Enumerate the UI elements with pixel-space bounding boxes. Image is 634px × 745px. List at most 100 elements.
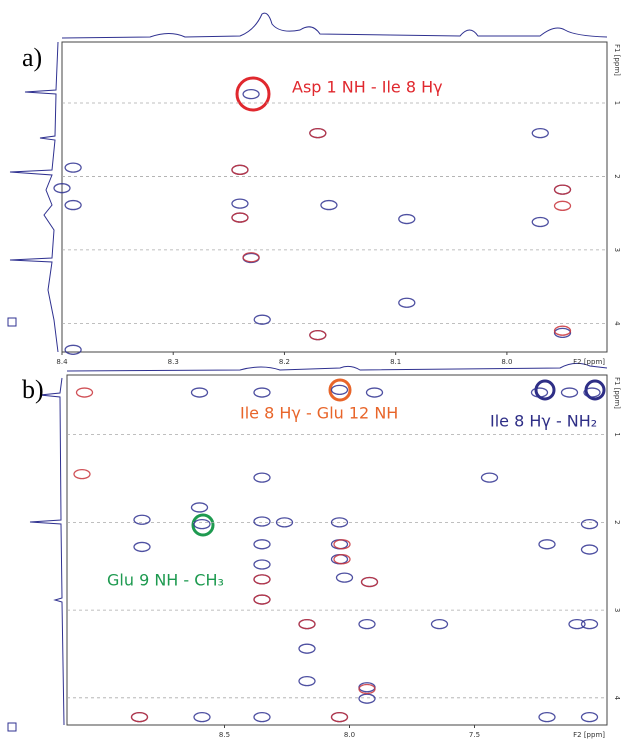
icon: [7, 317, 17, 327]
peak: [64, 162, 82, 173]
y-axis-label: F1 [ppm]: [613, 44, 621, 76]
peak: [583, 387, 601, 398]
y-tick-label: 2: [613, 520, 621, 524]
y-tick-label: 3: [613, 248, 621, 252]
peak: [553, 200, 572, 211]
peak: [64, 199, 82, 211]
peak: [330, 384, 349, 396]
peak: [580, 711, 599, 723]
peak: [580, 544, 599, 555]
peak: [73, 468, 91, 480]
highlight-circle: [534, 379, 556, 401]
y-tick-label: 4: [613, 696, 621, 701]
peak: [53, 183, 71, 194]
peak: [190, 502, 209, 513]
peak: [133, 541, 151, 553]
peak: [358, 693, 376, 704]
peak: [580, 518, 599, 530]
peak: [231, 164, 249, 175]
peak: [242, 252, 260, 263]
peak: [365, 387, 384, 398]
peak: [253, 559, 271, 570]
y-tick-label: 4: [613, 321, 621, 326]
peak: [398, 213, 416, 225]
peak: [275, 517, 294, 528]
x-tick-label: 8.2: [279, 358, 290, 366]
peak: [358, 683, 376, 695]
peak: [560, 387, 579, 398]
peak: [531, 127, 549, 139]
peak: [253, 472, 271, 483]
annotation: Asp 1 NH - Ile 8 Hγ: [292, 78, 443, 97]
plot-frame: [61, 41, 608, 353]
peak: [568, 618, 586, 630]
icon: [7, 722, 17, 732]
peak: [242, 89, 260, 100]
peak: [298, 618, 316, 630]
x-tick-label: 7.5: [469, 731, 480, 739]
peak: [253, 314, 271, 325]
peak: [330, 517, 349, 528]
peak: [298, 675, 316, 687]
peak: [398, 297, 416, 308]
panel-label: b): [22, 375, 44, 404]
peak: [580, 618, 599, 630]
x-axis-label: F2 [ppm]: [573, 358, 605, 366]
projection-left: [29, 377, 65, 726]
x-tick-label: 8.0: [344, 731, 355, 739]
peak: [130, 711, 149, 723]
peak: [298, 643, 316, 654]
peak: [253, 574, 271, 585]
peak: [253, 516, 271, 527]
y-tick-label: 1: [613, 432, 621, 436]
projection-top: [61, 12, 608, 39]
y-tick-label: 2: [613, 174, 621, 178]
peak: [358, 618, 376, 630]
peak: [335, 572, 354, 583]
highlight-circle: [328, 378, 352, 402]
y-tick-label: 1: [613, 101, 621, 105]
peak: [193, 711, 211, 723]
y-axis-label: F1 [ppm]: [613, 377, 621, 409]
peak: [193, 518, 211, 530]
x-tick-label: 8.4: [56, 358, 68, 366]
peak: [133, 514, 151, 525]
peak: [538, 711, 556, 723]
annotation: Glu 9 NH - CH₃: [107, 571, 224, 590]
peak: [231, 212, 249, 223]
highlight-circle: [235, 76, 271, 112]
peak: [253, 387, 271, 398]
x-tick-label: 8.5: [219, 731, 230, 739]
peak: [309, 329, 327, 341]
plot-frame: [66, 374, 608, 726]
peak: [553, 327, 572, 339]
peak: [253, 594, 271, 605]
x-axis-label: F2 [ppm]: [573, 731, 605, 739]
projection-top: [66, 362, 608, 372]
peak: [430, 618, 449, 630]
peak: [64, 344, 82, 355]
projection-left: [9, 41, 59, 353]
x-tick-label: 8.0: [501, 358, 512, 366]
annotation: Ile 8 Hγ - Glu 12 NH: [240, 404, 398, 423]
peak: [253, 711, 271, 723]
peak: [330, 711, 349, 723]
peak: [333, 539, 351, 550]
peak: [480, 472, 499, 483]
highlight-circle: [191, 513, 215, 537]
y-tick-label: 3: [613, 608, 621, 612]
x-tick-label: 8.1: [390, 358, 401, 366]
peak: [309, 127, 327, 139]
panel-label: a): [22, 43, 42, 72]
peak: [553, 184, 572, 195]
peak: [190, 387, 209, 398]
peak: [320, 199, 338, 211]
peak: [360, 576, 379, 588]
annotation: Ile 8 Hγ - NH₂: [490, 412, 597, 431]
x-tick-label: 8.3: [168, 358, 179, 366]
peak: [231, 198, 249, 209]
peak: [530, 387, 549, 398]
peak: [333, 554, 351, 565]
peak: [538, 539, 556, 550]
